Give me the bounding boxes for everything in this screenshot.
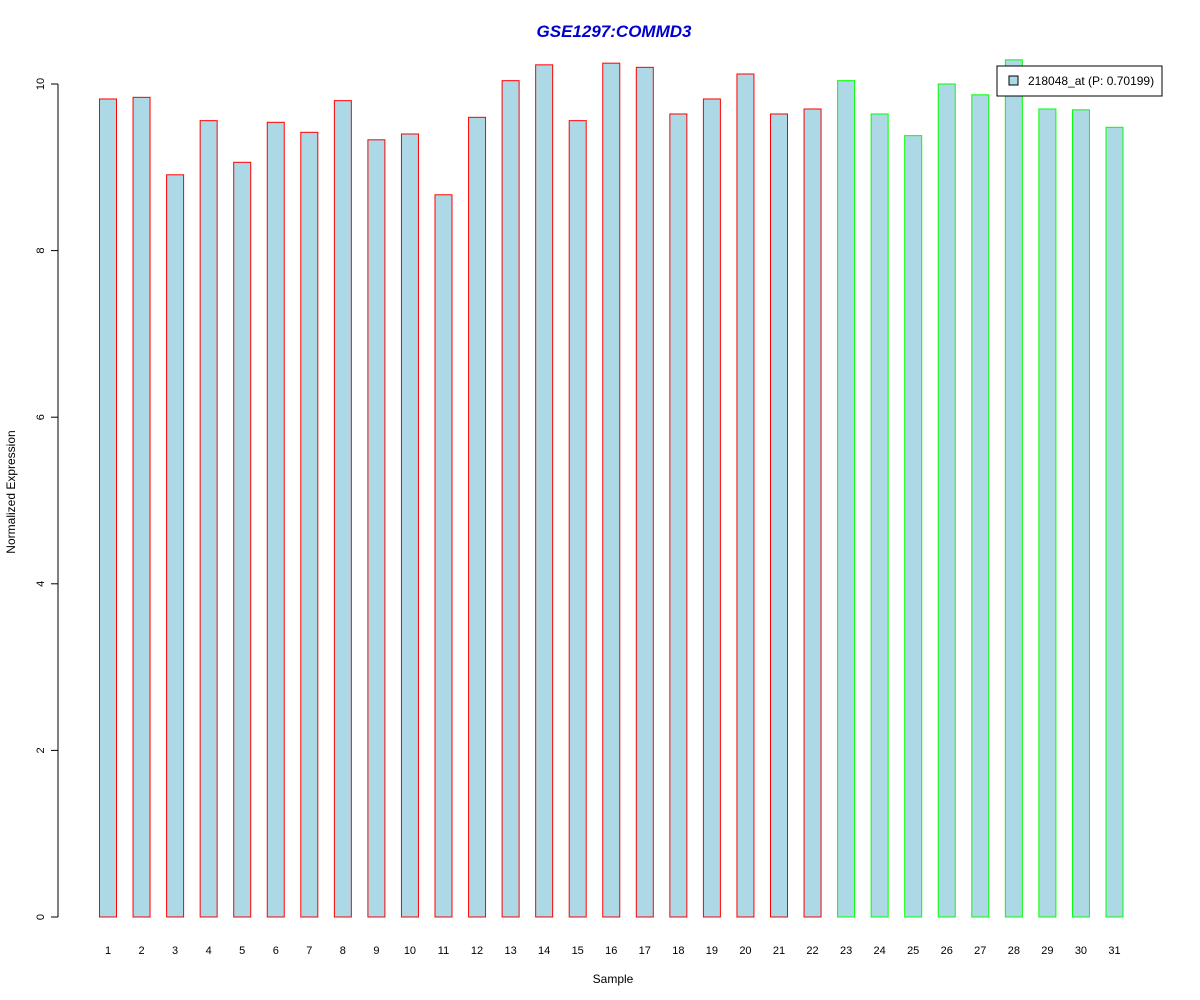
bar-sample-26 bbox=[937, 83, 956, 918]
legend-label: 218048_at (P: 0.70199) bbox=[1028, 74, 1154, 88]
bar-sample-6 bbox=[266, 121, 285, 918]
x-tick-label: 11 bbox=[438, 945, 449, 957]
bar-sample-27 bbox=[971, 94, 990, 918]
legend-box bbox=[996, 65, 1163, 97]
bar-sample-10 bbox=[400, 133, 419, 918]
legend-swatch bbox=[1008, 75, 1019, 86]
x-tick-label: 15 bbox=[572, 945, 584, 957]
bar-sample-15 bbox=[568, 120, 587, 918]
bar-sample-24 bbox=[870, 113, 889, 918]
bar-sample-19 bbox=[702, 98, 721, 918]
bar-sample-2 bbox=[132, 96, 151, 918]
y-tick-label: 0 bbox=[35, 914, 47, 920]
bar-sample-1 bbox=[99, 98, 117, 918]
x-tick-label: 13 bbox=[504, 945, 516, 957]
x-tick-label: 23 bbox=[840, 945, 852, 957]
x-tick-label: 24 bbox=[874, 945, 886, 957]
x-tick-label: 28 bbox=[1008, 945, 1020, 957]
x-tick-labels: 1 2 3 4 5 6 7 8 9 10 11 12 13 14 15 16 17 18 19 20 21 22 23 24 2… bbox=[105, 945, 1121, 957]
x-tick-label: 4 bbox=[206, 945, 212, 957]
x-tick-label: 27 bbox=[974, 945, 986, 957]
x-tick-label: 3 bbox=[172, 945, 178, 957]
bar-sample-16 bbox=[602, 62, 621, 918]
chart-title: GSE1297:COMMD3 bbox=[537, 22, 692, 41]
y-tick-label: 2 bbox=[35, 747, 47, 753]
bar-sample-18 bbox=[669, 113, 688, 918]
x-tick-label: 1 bbox=[105, 945, 111, 957]
y-axis: 0 2 4 6 8 10 bbox=[35, 78, 59, 920]
bar-sample-20 bbox=[736, 73, 755, 918]
x-tick-label: 2 bbox=[138, 945, 144, 957]
bar-sample-25 bbox=[904, 135, 923, 918]
bar-sample-28 bbox=[1004, 59, 1023, 918]
x-tick-label: 29 bbox=[1041, 945, 1053, 957]
bar-sample-5 bbox=[233, 161, 252, 918]
bar-sample-23 bbox=[837, 80, 856, 918]
bar-sample-8 bbox=[333, 100, 352, 918]
bar-sample-22 bbox=[803, 108, 822, 918]
bar-sample-11 bbox=[434, 194, 453, 918]
bar-sample-31 bbox=[1105, 126, 1124, 918]
x-tick-label: 21 bbox=[773, 945, 785, 957]
bar-sample-17 bbox=[635, 66, 654, 918]
x-tick-label: 8 bbox=[340, 945, 346, 957]
y-axis-label: Normalized Expression bbox=[4, 430, 18, 553]
x-tick-label: 10 bbox=[404, 945, 416, 957]
y-tick-label: 10 bbox=[35, 78, 47, 90]
x-tick-label: 30 bbox=[1075, 945, 1087, 957]
x-tick-label: 20 bbox=[739, 945, 751, 957]
x-tick-label: 25 bbox=[907, 945, 919, 957]
x-tick-label: 22 bbox=[806, 945, 818, 957]
bar-sample-14 bbox=[535, 64, 554, 918]
y-tick-label: 6 bbox=[35, 414, 47, 420]
bar-sample-29 bbox=[1038, 108, 1057, 918]
bar-sample-21 bbox=[770, 113, 788, 918]
bar-sample-9 bbox=[367, 139, 386, 918]
bar-sample-7 bbox=[300, 131, 319, 918]
x-tick-label: 31 bbox=[1108, 945, 1120, 957]
x-axis-label: Sample bbox=[593, 972, 634, 986]
x-tick-label: 12 bbox=[471, 945, 483, 957]
x-tick-label: 16 bbox=[605, 945, 617, 957]
bar-sample-30 bbox=[1071, 109, 1090, 918]
y-tick-label: 4 bbox=[35, 581, 47, 587]
bar-sample-3 bbox=[166, 174, 185, 918]
x-tick-label: 17 bbox=[639, 945, 651, 957]
x-tick-label: 9 bbox=[373, 945, 379, 957]
x-tick-label: 26 bbox=[941, 945, 953, 957]
x-tick-label: 18 bbox=[672, 945, 684, 957]
bar-sample-12 bbox=[468, 116, 487, 918]
bar-sample-4 bbox=[199, 120, 218, 918]
bar-sample-13 bbox=[501, 80, 520, 918]
legend: 218048_at (P: 0.70199) bbox=[996, 65, 1163, 97]
x-tick-label: 5 bbox=[239, 945, 245, 957]
y-tick-label: 8 bbox=[35, 248, 47, 254]
x-tick-label: 14 bbox=[538, 945, 550, 957]
bars-group bbox=[99, 59, 1124, 918]
x-tick-label: 7 bbox=[306, 945, 312, 957]
x-tick-label: 6 bbox=[273, 945, 279, 957]
x-tick-label: 19 bbox=[706, 945, 718, 957]
